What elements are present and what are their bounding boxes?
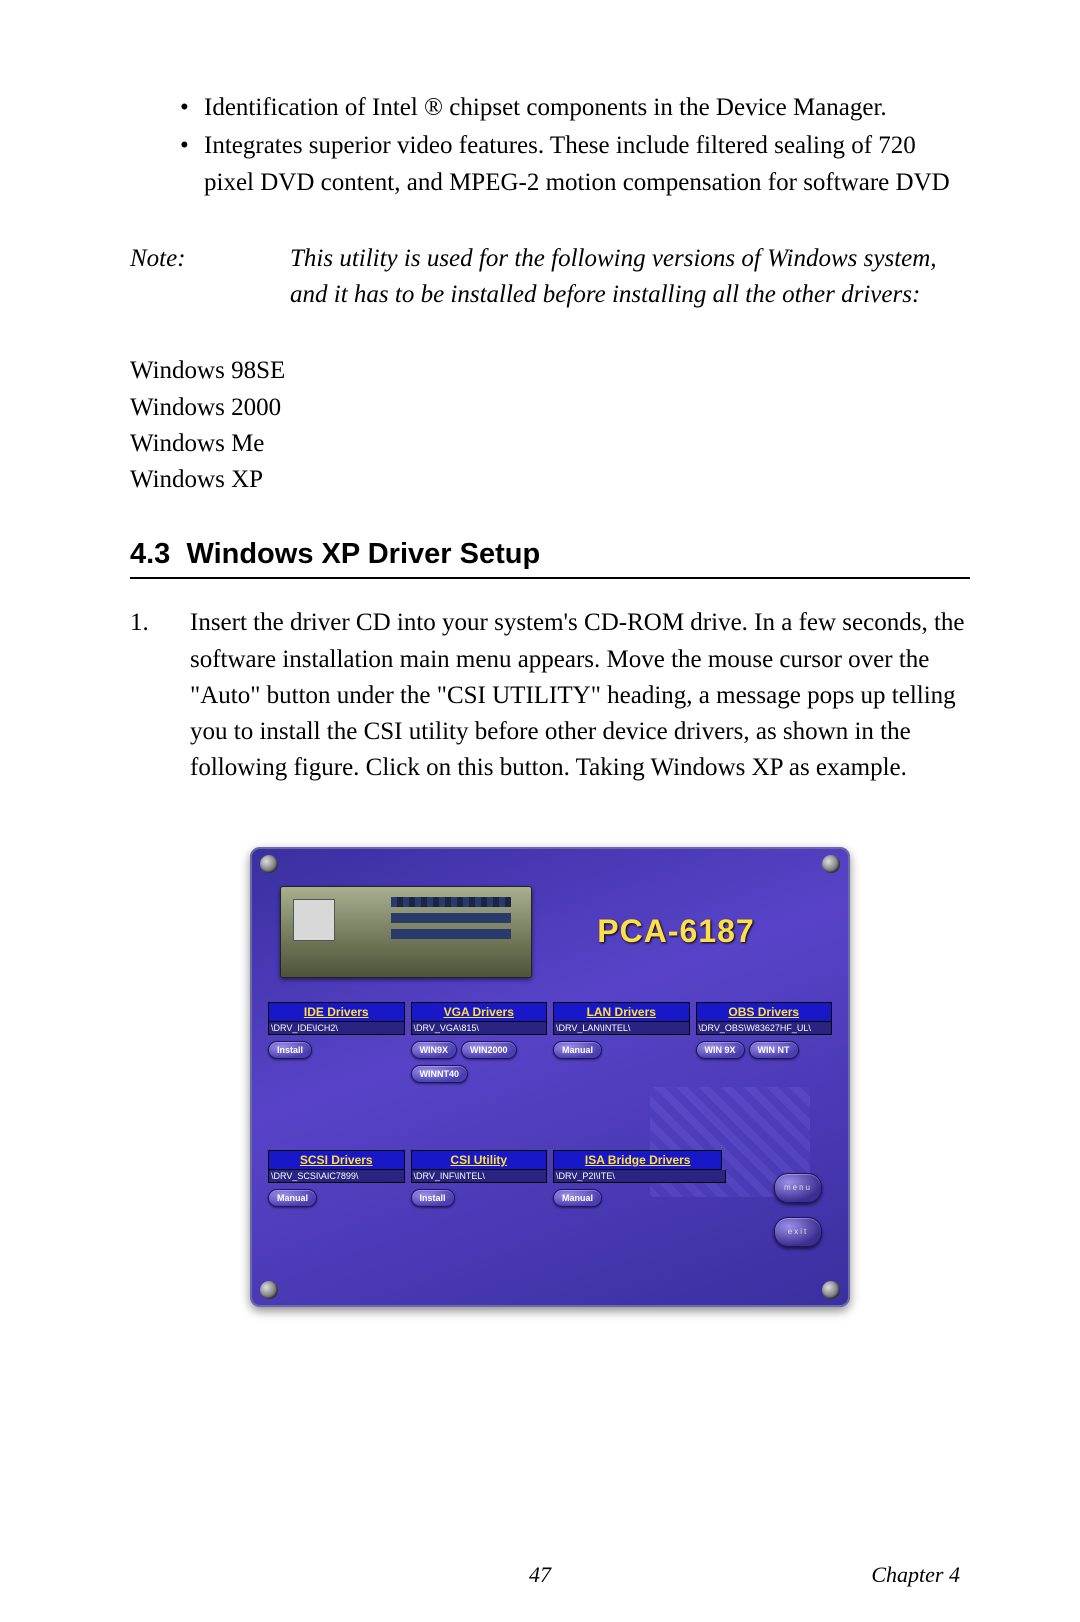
driver-section-csi: CSI Utility \DRV_INF\INTEL\ Install bbox=[411, 1150, 548, 1257]
bullet-marker: • bbox=[180, 128, 204, 201]
figure-wrap: PCA-6187 IDE Drivers \DRV_IDE\ICH2\ Inst… bbox=[130, 847, 970, 1307]
driver-section-path: \DRV_LAN\INTEL\ bbox=[553, 1022, 690, 1035]
driver-section-title: IDE Drivers bbox=[268, 1002, 405, 1022]
driver-grid: IDE Drivers \DRV_IDE\ICH2\ Install VGA D… bbox=[268, 1002, 832, 1257]
section-title-text: Windows XP Driver Setup bbox=[186, 538, 540, 570]
install-button[interactable]: Install bbox=[268, 1041, 312, 1059]
product-title: PCA-6187 bbox=[532, 913, 820, 950]
os-item: Windows XP bbox=[130, 462, 970, 498]
section-rule bbox=[130, 577, 970, 579]
bullet-item: • Identification of Intel ® chipset comp… bbox=[180, 90, 970, 126]
driver-section-path: \DRV_P2I\ITE\ bbox=[553, 1170, 726, 1183]
step-text: Insert the driver CD into your system's … bbox=[190, 605, 970, 786]
os-item: Windows 98SE bbox=[130, 353, 970, 389]
screw-icon bbox=[822, 1281, 840, 1299]
driver-section-path: \DRV_INF\INTEL\ bbox=[411, 1170, 548, 1183]
section-number: 4.3 bbox=[130, 538, 170, 570]
step-number: 1. bbox=[130, 605, 190, 786]
menu-button[interactable]: menu bbox=[774, 1173, 822, 1203]
driver-section-path: \DRV_IDE\ICH2\ bbox=[268, 1022, 405, 1035]
driver-section-title: CSI Utility bbox=[411, 1150, 548, 1170]
bullet-marker: • bbox=[180, 90, 204, 126]
install-button[interactable]: Install bbox=[411, 1189, 455, 1207]
driver-section-title: VGA Drivers bbox=[411, 1002, 548, 1022]
bullet-item: • Integrates superior video features. Th… bbox=[180, 128, 970, 201]
section-heading: 4.3 Windows XP Driver Setup bbox=[130, 538, 970, 571]
manual-button[interactable]: Manual bbox=[268, 1189, 317, 1207]
os-list: Windows 98SE Windows 2000 Windows Me Win… bbox=[130, 353, 970, 498]
installer-header: PCA-6187 bbox=[280, 877, 820, 987]
driver-section-vga: VGA Drivers \DRV_VGA\815\ WIN9X WIN2000 … bbox=[411, 1002, 548, 1133]
driver-section-path: \DRV_VGA\815\ bbox=[411, 1022, 548, 1035]
screw-icon bbox=[822, 855, 840, 873]
driver-section-lan: LAN Drivers \DRV_LAN\INTEL\ Manual bbox=[553, 1002, 690, 1133]
numbered-step: 1. Insert the driver CD into your system… bbox=[130, 605, 970, 786]
driver-section-ide: IDE Drivers \DRV_IDE\ICH2\ Install bbox=[268, 1002, 405, 1133]
document-page: • Identification of Intel ® chipset comp… bbox=[0, 0, 1080, 1622]
motherboard-image bbox=[280, 886, 532, 978]
winnt40-button[interactable]: WINNT40 bbox=[411, 1065, 469, 1083]
manual-button[interactable]: Manual bbox=[553, 1189, 602, 1207]
bullet-list: • Identification of Intel ® chipset comp… bbox=[180, 90, 970, 201]
win9x-button[interactable]: WIN9X bbox=[411, 1041, 458, 1059]
note-text: This utility is used for the following v… bbox=[290, 241, 970, 314]
win9x-button[interactable]: WIN 9X bbox=[696, 1041, 745, 1059]
driver-section-title: LAN Drivers bbox=[553, 1002, 690, 1022]
driver-section-title: ISA Bridge Drivers bbox=[553, 1150, 722, 1170]
manual-button[interactable]: Manual bbox=[553, 1041, 602, 1059]
win2000-button[interactable]: WIN2000 bbox=[461, 1041, 517, 1059]
os-item: Windows Me bbox=[130, 426, 970, 462]
driver-section-path: \DRV_OBS\W83627HF_UL\ bbox=[696, 1022, 833, 1035]
bullet-text: Identification of Intel ® chipset compon… bbox=[204, 90, 887, 126]
winnt-button[interactable]: WIN NT bbox=[749, 1041, 799, 1059]
note-block: Note: This utility is used for the follo… bbox=[130, 241, 970, 314]
note-label: Note: bbox=[130, 241, 290, 314]
exit-button[interactable]: exit bbox=[774, 1217, 822, 1247]
chapter-label: Chapter 4 bbox=[871, 1562, 960, 1588]
driver-section-path: \DRV_SCSI\AIC7899\ bbox=[268, 1170, 405, 1183]
installer-panel: PCA-6187 IDE Drivers \DRV_IDE\ICH2\ Inst… bbox=[250, 847, 850, 1307]
os-item: Windows 2000 bbox=[130, 390, 970, 426]
driver-section-scsi: SCSI Drivers \DRV_SCSI\AIC7899\ Manual bbox=[268, 1150, 405, 1257]
driver-section-obs: OBS Drivers \DRV_OBS\W83627HF_UL\ WIN 9X… bbox=[696, 1002, 833, 1133]
driver-section-title: OBS Drivers bbox=[696, 1002, 833, 1022]
page-number: 47 bbox=[529, 1562, 551, 1588]
screw-icon bbox=[260, 1281, 278, 1299]
screw-icon bbox=[260, 855, 278, 873]
bullet-text: Integrates superior video features. Thes… bbox=[204, 128, 970, 201]
menu-button-group: menu exit bbox=[774, 1173, 822, 1247]
driver-section-title: SCSI Drivers bbox=[268, 1150, 405, 1170]
